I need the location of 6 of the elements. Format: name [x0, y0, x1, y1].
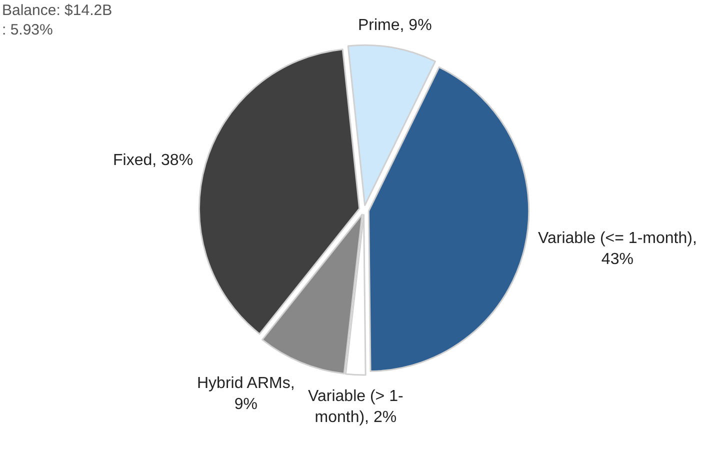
- slice-label: Fixed, 38%: [113, 152, 194, 169]
- slice-label: Hybrid ARMs, 9%: [197, 375, 295, 413]
- text: Balance: $14.2B : 5.93%: [2, 2, 112, 38]
- slice-label: Variable (<= 1-month), 43%: [538, 230, 697, 268]
- slice-label: Variable (> 1- month), 2%: [308, 388, 404, 426]
- slice-label: Prime, 9%: [358, 17, 432, 34]
